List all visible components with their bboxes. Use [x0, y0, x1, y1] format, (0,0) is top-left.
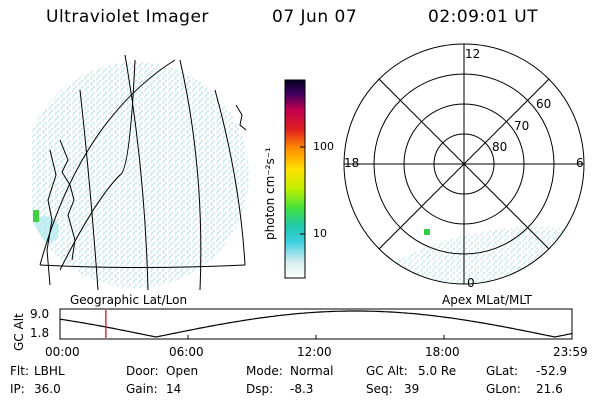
time-tick-1: 06:00 — [169, 345, 204, 359]
colorbar-unit-label: photon cm⁻²s⁻¹ — [263, 147, 277, 240]
lat-label-70: 70 — [514, 119, 530, 133]
altitude-axis-label: GC Alt — [12, 313, 26, 351]
emission-green-patch — [33, 210, 39, 222]
gc-alt-value: 5.0 Re — [418, 364, 457, 378]
glon-value: 21.6 — [536, 382, 563, 396]
polar-diagonal-2 — [378, 78, 550, 250]
door-label: Door: — [126, 364, 159, 378]
polar-plot — [343, 43, 585, 285]
mlt-label-12: 12 — [465, 47, 481, 61]
dsp-label: Dsp: — [246, 382, 274, 396]
coastline — [46, 104, 247, 286]
glat-value: -52.9 — [536, 364, 568, 378]
uv-emission-field — [23, 62, 249, 288]
altitude-curve — [59, 310, 573, 338]
flt-label: Flt: — [10, 364, 29, 378]
lat-label-60: 60 — [536, 97, 552, 111]
mode-value: Normal — [290, 364, 334, 378]
mlt-label-6: 6 — [576, 156, 584, 170]
geo-map — [23, 54, 249, 291]
flt-value: LBHL — [34, 364, 65, 378]
lat-label-80: 80 — [492, 140, 508, 154]
glon-label: GLon: — [486, 382, 521, 396]
emission-spot — [424, 229, 430, 235]
mlt-label-0: 0 — [467, 276, 475, 290]
time-tick-4: 23:59 — [553, 345, 588, 359]
time-tick-3: 18:00 — [425, 345, 460, 359]
altitude-tick-low: 1.8 — [30, 326, 50, 340]
polar-plot-caption: Apex MLat/MLT — [442, 293, 532, 307]
lat-lon-grid — [39, 54, 246, 291]
glat-label: GLat: — [486, 364, 519, 378]
mode-label: Mode: — [246, 364, 283, 378]
mlt-label-18: 18 — [344, 156, 360, 170]
colorbar-label-10: 10 — [313, 227, 327, 240]
colorbar-label-100: 100 — [313, 140, 334, 153]
date-label: 07 Jun 07 — [272, 7, 358, 27]
instrument-title: Ultraviolet Imager — [46, 7, 209, 27]
gc-alt-label: GC Alt: — [366, 364, 408, 378]
altitude-tick-high: 9.0 — [30, 307, 50, 321]
seq-label: Seq: — [366, 382, 393, 396]
ip-value: 36.0 — [34, 382, 61, 396]
ip-label: IP: — [10, 382, 25, 396]
time-tick-2: 12:00 — [297, 345, 332, 359]
gain-value: 14 — [166, 382, 182, 396]
door-value: Open — [166, 364, 199, 378]
gain-label: Gain: — [126, 382, 158, 396]
time-tick-0: 00:00 — [45, 345, 80, 359]
altitude-plot — [59, 308, 573, 340]
seq-value: 39 — [404, 382, 420, 396]
colorbar-scale — [284, 79, 306, 279]
colorbar — [284, 79, 306, 279]
geo-map-caption: Geographic Lat/Lon — [70, 293, 188, 307]
time-label: 02:09:01 UT — [428, 7, 539, 27]
dsp-value: -8.3 — [290, 382, 314, 396]
altitude-plot-frame — [59, 308, 573, 340]
